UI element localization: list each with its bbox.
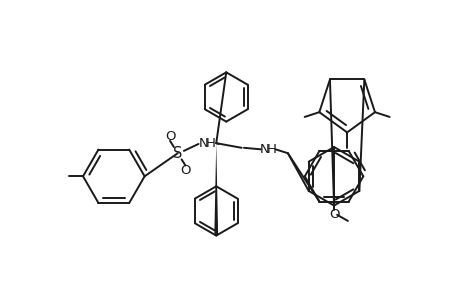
Text: H: H	[206, 137, 216, 151]
Text: H: H	[267, 143, 277, 156]
Text: N: N	[260, 143, 270, 156]
Text: O: O	[180, 164, 191, 177]
Text: O: O	[165, 130, 175, 143]
Text: S: S	[173, 146, 182, 161]
Text: N: N	[198, 137, 208, 151]
Text: O: O	[329, 208, 339, 221]
Polygon shape	[214, 143, 218, 235]
